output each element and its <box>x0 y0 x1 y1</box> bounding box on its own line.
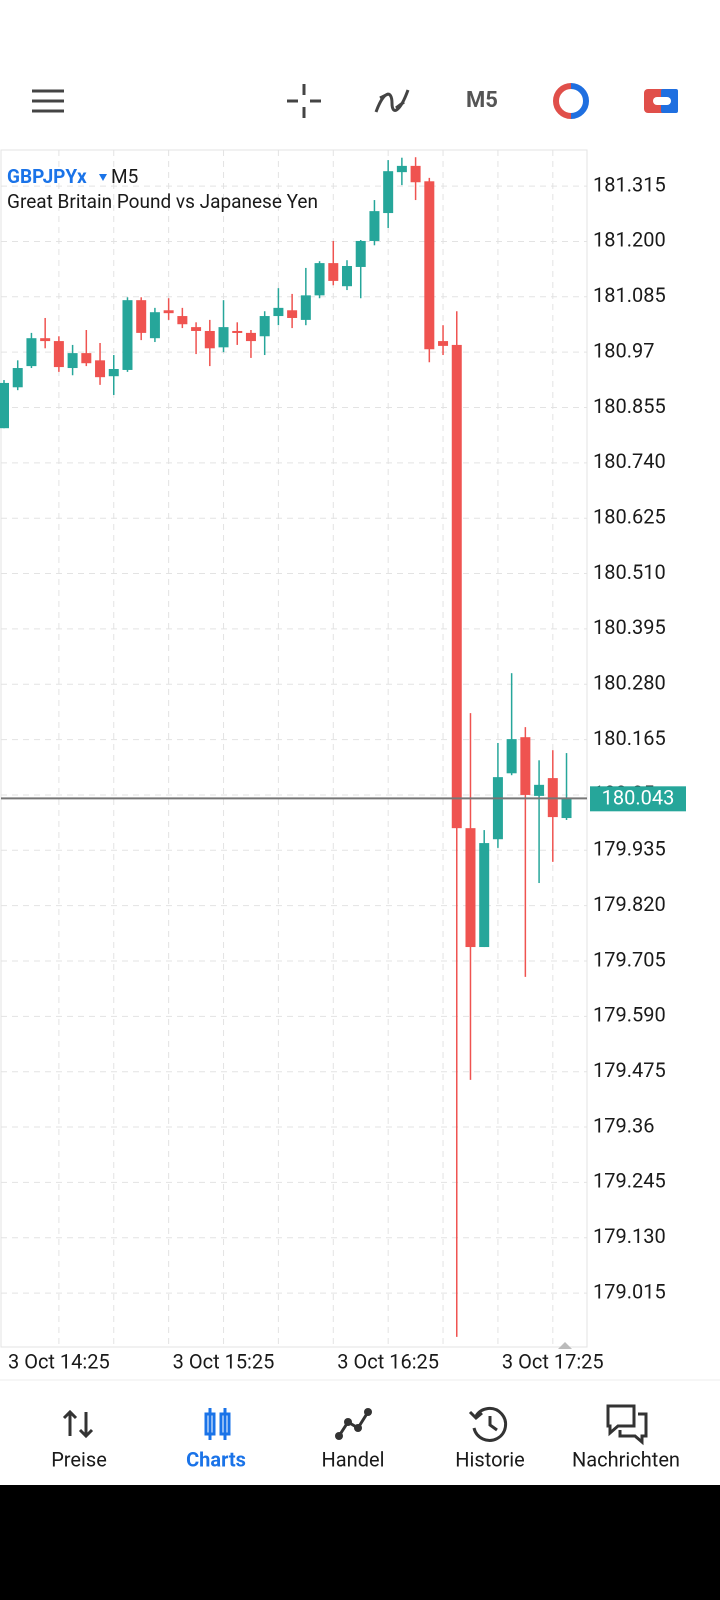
nav-prices-icon[interactable] <box>62 1409 94 1439</box>
candle-body <box>561 798 572 819</box>
candle-body <box>328 263 339 281</box>
candle-body <box>95 360 106 378</box>
candle-body <box>177 316 188 325</box>
y-tick-label: 181.315 <box>593 172 666 196</box>
y-tick-label: 179.935 <box>593 837 666 861</box>
nav-history-icon[interactable] <box>468 1406 508 1442</box>
nav-news-icon[interactable] <box>606 1404 648 1446</box>
candle-body <box>122 300 133 370</box>
x-tick-label: 3 Oct 15:25 <box>173 1349 275 1373</box>
chart-timeframe: M5 <box>111 165 138 188</box>
candle-body <box>424 181 435 350</box>
y-tick-label: 180.97 <box>593 338 654 362</box>
candle-body <box>300 295 311 320</box>
candle-body <box>232 330 243 333</box>
y-tick-label: 179.015 <box>593 1279 666 1303</box>
nav-trade-icon[interactable] <box>335 1408 372 1440</box>
screen: M5 GBPJPYx M5 Great Britain Pound vs Jap… <box>0 0 720 1485</box>
candle-body <box>492 777 503 840</box>
candle-body <box>204 330 215 349</box>
plot-frame <box>0 149 588 1348</box>
nav-label-active[interactable]: Charts <box>186 1447 246 1471</box>
candles <box>0 157 572 1337</box>
trade-button[interactable] <box>553 83 589 119</box>
current-price-box <box>590 786 686 812</box>
candle-body <box>534 784 545 796</box>
y-tick-label: 179.475 <box>593 1058 666 1082</box>
candle-body <box>396 165 407 173</box>
timeframe-button[interactable]: M5 <box>466 88 498 113</box>
candle-body <box>287 310 298 318</box>
nav-label[interactable]: Historie <box>455 1447 524 1471</box>
candle-body <box>26 338 37 367</box>
y-tick-label: 181.085 <box>593 283 666 307</box>
candle-body <box>81 353 92 364</box>
y-tick-label: 180.625 <box>593 504 666 528</box>
y-tick-label: 180.280 <box>593 671 666 695</box>
symbol[interactable]: GBPJPYx <box>7 165 87 188</box>
x-tick-label: 3 Oct 17:25 <box>502 1349 604 1373</box>
candle-body <box>191 327 202 331</box>
candle-body <box>438 341 449 346</box>
candle-body <box>108 368 119 377</box>
candle-body <box>369 211 380 241</box>
nav-label[interactable]: Handel <box>322 1447 385 1471</box>
candle-body <box>53 341 64 368</box>
current-price-label: 180.043 <box>602 786 675 810</box>
candle-body <box>67 353 78 369</box>
nav-charts-icon[interactable] <box>204 1408 231 1440</box>
y-tick-label: 179.245 <box>593 1169 666 1193</box>
y-tick-label: 179.590 <box>593 1003 666 1027</box>
menu-button[interactable] <box>32 89 64 113</box>
y-tick-label: 179.36 <box>593 1113 654 1137</box>
y-tick-label: 179.705 <box>593 947 666 971</box>
candle-body <box>451 344 462 829</box>
candle-body <box>355 240 366 267</box>
candle-body <box>0 382 9 429</box>
candle-body <box>149 312 160 339</box>
indicator-button[interactable] <box>374 89 410 113</box>
scroll-marker <box>558 1342 572 1349</box>
y-tick-label: 180.740 <box>593 449 666 473</box>
y-tick-label: 180.855 <box>593 394 666 418</box>
y-tick-label: 179.130 <box>593 1224 666 1248</box>
candle-body <box>259 316 270 337</box>
candle-body <box>520 737 531 795</box>
candle-body <box>136 300 147 333</box>
chart-subtitle: Great Britain Pound vs Japanese Yen <box>7 190 318 213</box>
x-tick-label: 3 Oct 14:25 <box>8 1349 110 1373</box>
nav-label[interactable]: Nachrichten <box>572 1447 680 1471</box>
y-tick-label: 180.165 <box>593 726 666 750</box>
candle-body <box>479 843 490 948</box>
candle-body <box>12 368 23 388</box>
candle-body <box>465 828 476 948</box>
x-tick-label: 3 Oct 16:25 <box>337 1349 439 1373</box>
y-tick-label: 179.820 <box>593 892 666 916</box>
y-tick-label: 181.200 <box>593 228 666 252</box>
symbol-dropdown[interactable] <box>99 174 107 181</box>
y-tick-label: 180.510 <box>593 560 666 584</box>
candle-body <box>410 165 421 183</box>
nav-label[interactable]: Preise <box>51 1447 107 1471</box>
candle-body <box>245 332 256 342</box>
candle-body <box>218 327 229 348</box>
candle-body <box>506 739 517 774</box>
candle-body <box>342 265 352 287</box>
candle-body <box>383 171 394 214</box>
candle-body <box>40 338 51 342</box>
account-button[interactable] <box>644 89 678 113</box>
candle-body <box>314 263 325 296</box>
candle-body <box>273 307 284 317</box>
y-tick-label: 180.395 <box>593 615 666 639</box>
candle-body <box>163 310 174 314</box>
crosshair-button[interactable] <box>287 84 321 118</box>
